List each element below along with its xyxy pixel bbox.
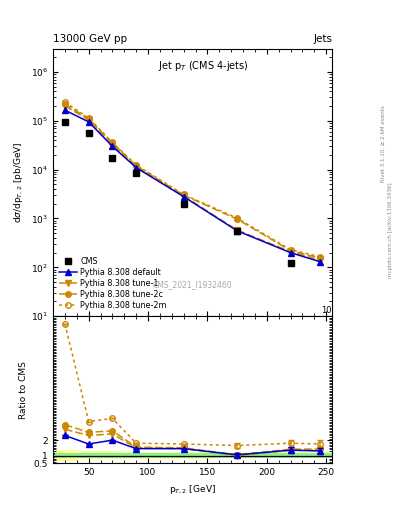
Pythia 8.308 tune-2m bbox=[86, 115, 91, 121]
Bar bbox=[101, 453, 124, 458]
Bar bbox=[124, 452, 160, 459]
Pythia 8.308 tune-2c bbox=[86, 116, 91, 122]
Pythia 8.308 tune-2m bbox=[288, 247, 293, 253]
Bar bbox=[77, 453, 101, 458]
Y-axis label: Ratio to CMS: Ratio to CMS bbox=[19, 361, 28, 419]
Pythia 8.308 tune-2c bbox=[288, 247, 293, 253]
Pythia 8.308 tune-1 bbox=[134, 164, 138, 170]
Bar bbox=[263, 453, 305, 458]
Pythia 8.308 tune-1 bbox=[181, 193, 186, 199]
Bar bbox=[55, 453, 77, 458]
Bar bbox=[124, 453, 160, 458]
Bar bbox=[160, 452, 210, 459]
CMS bbox=[288, 261, 293, 267]
Text: mcplots.cern.ch [arXiv:1306.3436]: mcplots.cern.ch [arXiv:1306.3436] bbox=[388, 183, 393, 278]
Pythia 8.308 tune-2c bbox=[110, 140, 115, 146]
CMS bbox=[86, 131, 91, 137]
Pythia 8.308 tune-1 bbox=[86, 117, 91, 123]
Text: Jets: Jets bbox=[313, 33, 332, 44]
CMS bbox=[235, 228, 239, 234]
CMS bbox=[181, 201, 186, 207]
Bar bbox=[77, 451, 101, 459]
Pythia 8.308 tune-2m bbox=[134, 162, 138, 168]
Line: Pythia 8.308 tune-2m: Pythia 8.308 tune-2m bbox=[62, 99, 323, 260]
Bar bbox=[160, 453, 210, 458]
Pythia 8.308 default bbox=[134, 164, 138, 170]
Line: Pythia 8.308 tune-2c: Pythia 8.308 tune-2c bbox=[62, 101, 323, 261]
Text: 10: 10 bbox=[321, 306, 332, 315]
Bar bbox=[305, 452, 332, 458]
Bar bbox=[210, 453, 263, 458]
Pythia 8.308 default bbox=[288, 249, 293, 255]
Pythia 8.308 tune-2c bbox=[235, 216, 239, 222]
Pythia 8.308 default bbox=[62, 107, 67, 113]
Pythia 8.308 tune-1 bbox=[235, 227, 239, 233]
Pythia 8.308 tune-1 bbox=[318, 257, 323, 263]
Pythia 8.308 tune-2m bbox=[110, 139, 115, 145]
Bar bbox=[263, 452, 305, 458]
X-axis label: p$_{T,2}$ [GeV]: p$_{T,2}$ [GeV] bbox=[169, 483, 216, 496]
Bar bbox=[305, 453, 332, 458]
Bar bbox=[55, 450, 77, 461]
Pythia 8.308 default bbox=[110, 143, 115, 150]
Line: Pythia 8.308 tune-1: Pythia 8.308 tune-1 bbox=[62, 103, 323, 263]
Bar bbox=[210, 452, 263, 458]
Bar bbox=[101, 451, 124, 459]
Y-axis label: d$\sigma$/dp$_{T,2}$ [pb/GeV]: d$\sigma$/dp$_{T,2}$ [pb/GeV] bbox=[13, 142, 26, 223]
CMS bbox=[134, 170, 138, 176]
Pythia 8.308 tune-2c bbox=[62, 101, 67, 107]
Text: 13000 GeV pp: 13000 GeV pp bbox=[53, 33, 127, 44]
Pythia 8.308 tune-1 bbox=[62, 103, 67, 109]
CMS bbox=[110, 155, 115, 161]
Legend: CMS, Pythia 8.308 default, Pythia 8.308 tune-1, Pythia 8.308 tune-2c, Pythia 8.3: CMS, Pythia 8.308 default, Pythia 8.308 … bbox=[57, 254, 169, 312]
Pythia 8.308 default bbox=[235, 228, 239, 234]
Pythia 8.308 tune-2m bbox=[318, 253, 323, 260]
Pythia 8.308 tune-2c bbox=[181, 192, 186, 198]
Text: CMS_2021_I1932460: CMS_2021_I1932460 bbox=[153, 281, 232, 289]
Line: Pythia 8.308 default: Pythia 8.308 default bbox=[62, 108, 323, 265]
Text: Jet p$_T$ (CMS 4-jets): Jet p$_T$ (CMS 4-jets) bbox=[158, 59, 249, 73]
CMS bbox=[62, 119, 67, 125]
Pythia 8.308 tune-2c bbox=[134, 163, 138, 169]
Pythia 8.308 default bbox=[318, 259, 323, 265]
Pythia 8.308 tune-2m bbox=[62, 99, 67, 105]
Pythia 8.308 tune-2c bbox=[318, 255, 323, 261]
Pythia 8.308 default bbox=[181, 194, 186, 200]
Pythia 8.308 tune-1 bbox=[288, 248, 293, 254]
Line: CMS: CMS bbox=[61, 118, 294, 267]
Pythia 8.308 tune-2m bbox=[181, 191, 186, 198]
Pythia 8.308 tune-2m bbox=[235, 215, 239, 221]
Pythia 8.308 default bbox=[86, 119, 91, 125]
Text: Rivet 3.1.10, ≥ 2.6M events: Rivet 3.1.10, ≥ 2.6M events bbox=[381, 105, 386, 182]
Pythia 8.308 tune-1 bbox=[110, 141, 115, 147]
